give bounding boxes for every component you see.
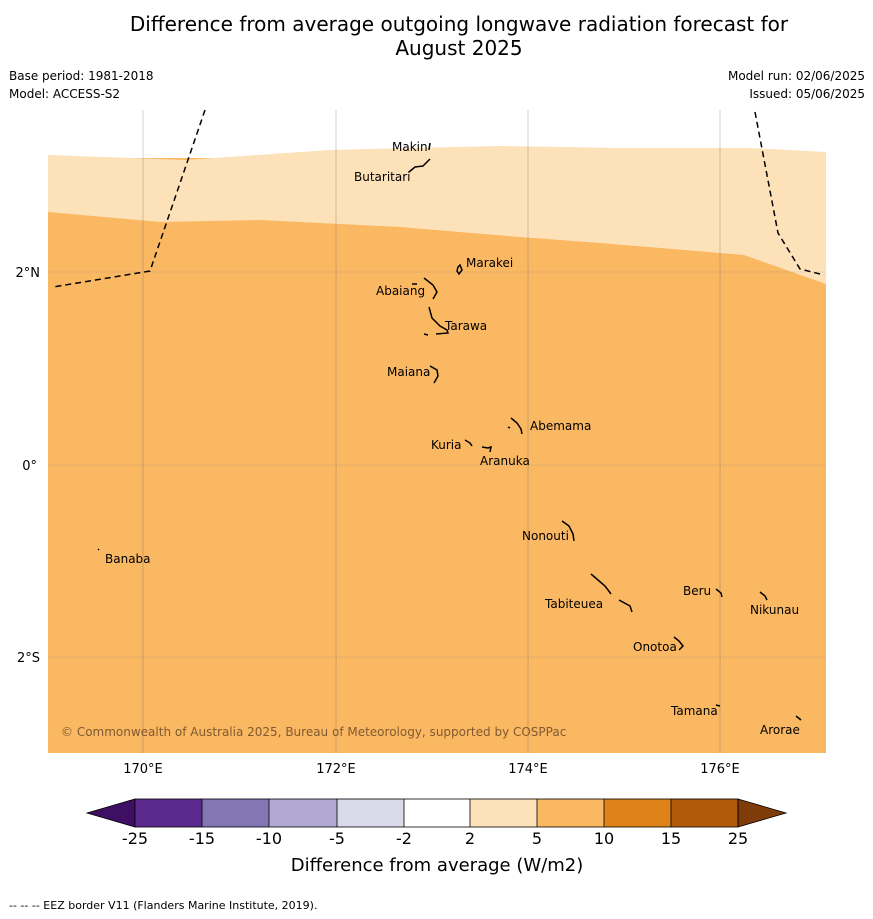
island-shape-kuria bbox=[464, 439, 473, 447]
island-shape-butaritari bbox=[408, 158, 431, 173]
island-outlines bbox=[97, 142, 802, 721]
island-label: Tabiteuea bbox=[544, 597, 603, 611]
island-label: Onotoa bbox=[633, 640, 677, 654]
anomaly-band-2-5 bbox=[48, 146, 826, 284]
colorbar-tick: 2 bbox=[465, 829, 475, 848]
graticule bbox=[48, 110, 826, 753]
island-shape-tamana bbox=[715, 704, 721, 707]
island-label: Banaba bbox=[105, 552, 151, 566]
colorbar-dividers bbox=[134, 798, 739, 828]
colorbar-swatch bbox=[671, 799, 738, 827]
island-label: Abemama bbox=[530, 419, 591, 433]
island-labels: Makin Butaritari Marakei Abaiang Tarawa … bbox=[105, 140, 800, 737]
colorbar-tick: -15 bbox=[189, 829, 215, 848]
colorbar-swatch bbox=[604, 799, 671, 827]
colorbar-tick: -5 bbox=[329, 829, 345, 848]
base-period: Base period: 1981-2018 bbox=[9, 69, 154, 83]
eez-border bbox=[52, 109, 825, 288]
island-label: Aranuka bbox=[480, 454, 530, 468]
island-label: Butaritari bbox=[354, 170, 411, 184]
copyright-notice: © Commonwealth of Australia 2025, Bureau… bbox=[61, 725, 566, 739]
island-shape-makin bbox=[428, 142, 431, 151]
island-label: Beru bbox=[683, 584, 711, 598]
colorbar-tick: 25 bbox=[728, 829, 748, 848]
title-line-1: Difference from average outgoing longwav… bbox=[129, 12, 789, 36]
island-shape-beru bbox=[715, 588, 723, 598]
lon-label: 176°E bbox=[700, 762, 740, 777]
island-label: Abaiang bbox=[376, 284, 425, 298]
island-shape-tabiteuea bbox=[590, 573, 633, 613]
colorbar-swatch bbox=[202, 799, 269, 827]
island-shape-abemama bbox=[507, 417, 523, 435]
colorbar-swatch bbox=[404, 799, 470, 827]
colorbar-tick: 5 bbox=[532, 829, 542, 848]
island-label: Arorae bbox=[760, 723, 800, 737]
island-label: Nikunau bbox=[750, 603, 799, 617]
lat-label: 0° bbox=[22, 459, 37, 474]
lon-label: 170°E bbox=[123, 762, 163, 777]
island-shape-maiana bbox=[429, 365, 439, 384]
issued-date: Issued: 05/06/2025 bbox=[749, 87, 865, 101]
meta-right: Model run: 02/06/2025 Issued: 05/06/2025 bbox=[728, 67, 865, 103]
colorbar-swatch bbox=[269, 799, 337, 827]
title-line-2: August 2025 bbox=[395, 36, 523, 60]
island-shape-banaba bbox=[97, 548, 100, 551]
colorbar-tick: 10 bbox=[594, 829, 614, 848]
colorbar-swatch bbox=[470, 799, 537, 827]
eez-border-west bbox=[52, 109, 206, 288]
island-shape-tarawa bbox=[423, 306, 450, 336]
island-label: Maiana bbox=[387, 365, 430, 379]
meta-left: Base period: 1981-2018 Model: ACCESS-S2 bbox=[9, 67, 154, 103]
lon-label: 172°E bbox=[316, 762, 356, 777]
island-shape-marakei bbox=[456, 263, 463, 276]
colorbar-swatch bbox=[135, 799, 202, 827]
eez-footnote: -- -- -- EEZ border V11 (Flanders Marine… bbox=[9, 899, 318, 912]
lat-label: 2°N bbox=[16, 266, 41, 281]
latitude-labels: 2°N 0° 2°S bbox=[16, 266, 41, 666]
colorbar: -25 -15 -10 -5 -2 2 5 10 15 25 Differenc… bbox=[85, 798, 788, 876]
colorbar-tick: 15 bbox=[661, 829, 681, 848]
island-label: Marakei bbox=[466, 256, 513, 270]
island-label: Kuria bbox=[431, 438, 462, 452]
colorbar-ticks: -25 -15 -10 -5 -2 2 5 10 15 25 bbox=[122, 829, 748, 848]
colorbar-tick: -10 bbox=[256, 829, 282, 848]
colorbar-extend-low bbox=[85, 798, 136, 828]
eez-border-east bbox=[754, 111, 825, 276]
colorbar-frame bbox=[134, 798, 739, 828]
colorbar-extend-high bbox=[737, 798, 788, 828]
longitude-labels: 170°E 172°E 174°E 176°E bbox=[123, 762, 740, 777]
lat-label: 2°S bbox=[17, 651, 40, 666]
island-shape-nonouti bbox=[561, 520, 575, 542]
island-shape-aranuka bbox=[481, 445, 492, 453]
island-label: Nonouti bbox=[522, 529, 569, 543]
island-shape-nikunau bbox=[759, 591, 768, 601]
lon-label: 174°E bbox=[508, 762, 548, 777]
island-shape-arorae bbox=[795, 715, 802, 721]
island-label: Makin bbox=[392, 140, 428, 154]
colorbar-swatch bbox=[337, 799, 404, 827]
colorbar-label: Difference from average (W/m2) bbox=[291, 855, 583, 876]
model-name: Model: ACCESS-S2 bbox=[9, 87, 121, 101]
chart-title: Difference from average outgoing longwav… bbox=[0, 12, 873, 60]
island-shape-abaiang bbox=[412, 277, 438, 300]
island-label: Tarawa bbox=[444, 319, 487, 333]
model-run: Model run: 02/06/2025 bbox=[727, 69, 865, 83]
colorbar-tick: -2 bbox=[396, 829, 412, 848]
island-shape-onotoa bbox=[673, 636, 685, 651]
colorbar-tick: -25 bbox=[122, 829, 148, 848]
island-label: Tamana bbox=[670, 704, 718, 718]
colorbar-swatch bbox=[537, 799, 604, 827]
